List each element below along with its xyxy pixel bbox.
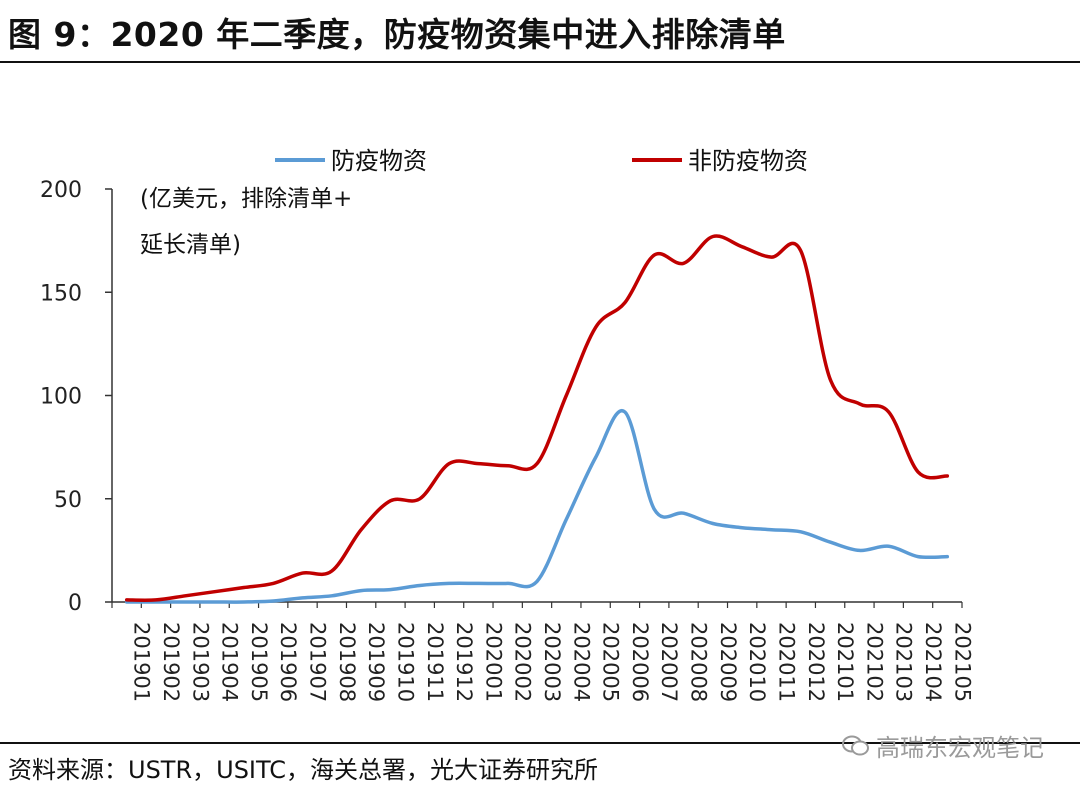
x-tick-label: 201905 [247, 622, 271, 702]
legend-label: 防疫物资 [331, 147, 427, 175]
x-tick-label: 202101 [833, 622, 857, 702]
y-tick-label: 200 [40, 178, 82, 203]
x-tick-label: 201908 [335, 622, 359, 702]
x-tick-label: 202010 [745, 622, 769, 702]
title-rule [0, 61, 1080, 63]
unit-label-line: (亿美元，排除清单+ [140, 186, 352, 212]
y-tick-label: 0 [68, 591, 82, 616]
x-tick-label: 202104 [921, 622, 945, 702]
watermark: 高瑞东宏观笔记 [842, 728, 1044, 763]
x-tick-label: 202011 [774, 622, 798, 702]
x-tick-label: 202001 [481, 622, 505, 702]
source-rule [0, 742, 1080, 744]
x-tick-label: 202008 [687, 622, 711, 702]
x-tick-label: 201901 [130, 622, 154, 702]
x-tick-label: 202103 [892, 622, 916, 702]
x-tick-label: 201906 [276, 622, 300, 702]
x-tick-label: 201907 [306, 622, 330, 702]
y-tick-label: 100 [40, 385, 82, 410]
x-tick-label: 202002 [511, 622, 535, 702]
x-tick-label: 202004 [569, 622, 593, 702]
legend-label: 非防疫物资 [688, 147, 808, 175]
x-tick-label: 201910 [393, 622, 417, 702]
figure-title: 图 9：2020 年二季度，防疫物资集中进入排除清单 [8, 15, 786, 54]
x-tick-label: 202102 [862, 622, 886, 702]
x-tick-label: 201903 [188, 622, 212, 702]
legend: 防疫物资 非防疫物资 [275, 147, 808, 175]
y-tick-label: 50 [54, 488, 82, 513]
x-tick-label: 201911 [423, 622, 447, 702]
unit-label: (亿美元，排除清单+ 延长清单) [140, 186, 352, 258]
x-tick-label: 202012 [804, 622, 828, 702]
x-tick-label: 202005 [599, 622, 623, 702]
x-tick-label: 202105 [950, 622, 974, 702]
series-line-anti-epidemic [124, 408, 950, 604]
x-tick-label: 201912 [452, 622, 476, 702]
x-tick-label: 202003 [540, 622, 564, 702]
y-tick-label: 150 [40, 281, 82, 306]
x-tick-label: 202006 [628, 622, 652, 702]
watermark-text: 高瑞东宏观笔记 [876, 734, 1044, 762]
x-tick-label: 201904 [218, 622, 242, 702]
x-tick-label: 201902 [159, 622, 183, 702]
wechat-icon [842, 735, 869, 755]
series-line-non-anti-epidemic [124, 234, 950, 602]
series-layer [124, 234, 950, 604]
source-note: 资料来源：USTR，USITC，海关总署，光大证券研究所 [8, 756, 599, 784]
x-tick-label: 202009 [716, 622, 740, 702]
x-tick-label: 201909 [364, 622, 388, 702]
x-tick-label: 202007 [657, 622, 681, 702]
unit-label-line: 延长清单) [140, 232, 241, 258]
